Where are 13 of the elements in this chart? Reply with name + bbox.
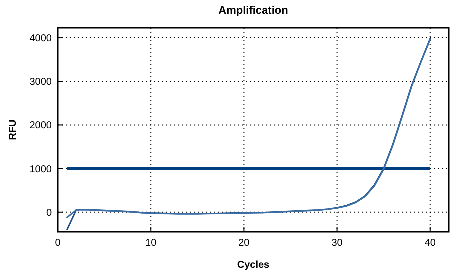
y-tick-label: 0	[46, 208, 52, 219]
x-tick-label: 30	[332, 238, 344, 249]
x-axis-title: Cycles	[237, 260, 270, 271]
x-tick-label: 20	[238, 238, 250, 249]
y-tick-label: 2000	[30, 120, 52, 132]
chart-title: Amplification	[218, 5, 289, 17]
x-tick-label: 40	[424, 238, 436, 249]
x-tick-label: 10	[146, 238, 158, 249]
y-tick-label: 3000	[30, 77, 52, 88]
x-tick-label: 0	[55, 238, 62, 249]
y-tick-label: 4000	[30, 34, 52, 45]
y-tick-label: 1000	[30, 164, 52, 176]
y-axis-title: RFU	[8, 120, 19, 140]
